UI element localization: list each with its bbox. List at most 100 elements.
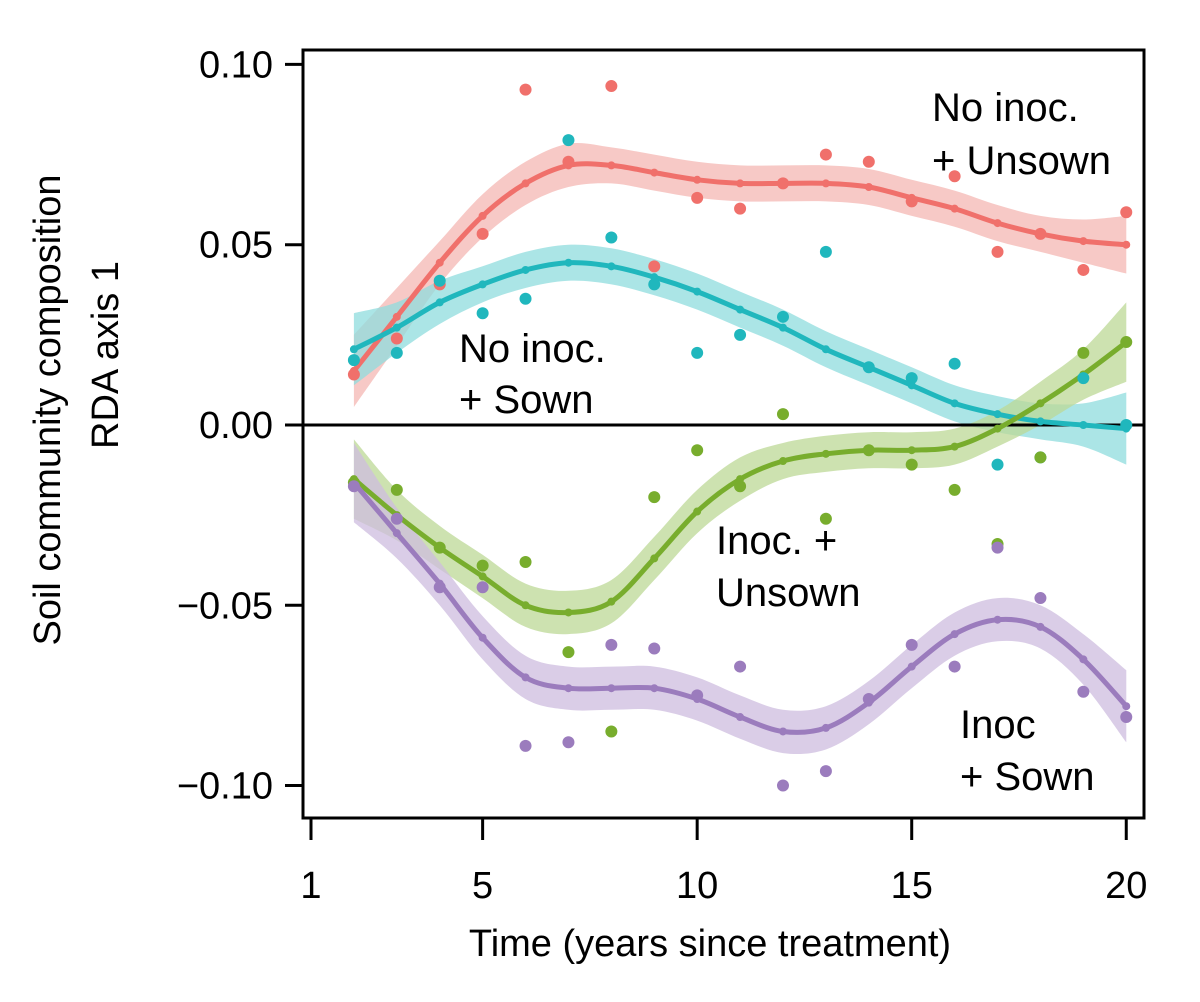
- fit-point-inoc-sown-13: [821, 723, 830, 732]
- fit-point-inoc-unsown-5: [478, 572, 487, 581]
- fit-point-inoc-sown-3: [392, 529, 401, 538]
- data-point-inoc-unsown-8: [605, 725, 618, 738]
- y-axis-title-line1: Soil community composition: [27, 175, 69, 646]
- y-tick-label: 0.05: [199, 225, 273, 267]
- fit-point-no-inoc-unsown-17: [993, 219, 1002, 228]
- fit-point-inoc-sown-9: [650, 684, 659, 693]
- label-no-inoc-sown-line1: No inoc.: [459, 327, 606, 371]
- fit-point-no-inoc-unsown-19: [1079, 237, 1088, 246]
- fit-point-no-inoc-sown-8: [607, 262, 616, 271]
- fit-point-no-inoc-sown-11: [736, 305, 745, 314]
- data-point-inoc-sown-18: [1034, 592, 1047, 605]
- fit-point-no-inoc-sown-18: [1036, 417, 1045, 426]
- y-axis-ticks: −0.10 −0.05 0.00 0.05 0.10: [177, 44, 303, 808]
- data-point-inoc-sown-8: [605, 638, 618, 651]
- data-point-no-inoc-sown-16: [948, 357, 961, 370]
- label-inoc-sown-line2: + Sown: [960, 755, 1095, 799]
- fit-point-no-inoc-unsown-9: [650, 168, 659, 177]
- data-point-inoc-sown-12: [776, 779, 789, 792]
- data-point-no-inoc-unsown-19: [1077, 263, 1090, 276]
- data-point-inoc-sown-4: [433, 581, 446, 594]
- data-point-inoc-unsown-3: [390, 483, 403, 496]
- data-point-inoc-sown-19: [1077, 685, 1090, 698]
- data-point-no-inoc-sown-15: [905, 372, 918, 385]
- fit-point-no-inoc-sown-19: [1079, 420, 1088, 429]
- fit-point-no-inoc-sown-3: [392, 323, 401, 332]
- data-point-no-inoc-unsown-8: [605, 80, 618, 93]
- fit-point-inoc-sown-6: [521, 673, 530, 682]
- data-point-inoc-sown-10: [691, 689, 704, 702]
- fit-point-no-inoc-unsown-5: [478, 211, 487, 220]
- data-point-inoc-sown-7: [562, 736, 575, 749]
- data-point-inoc-unsown-6: [519, 556, 532, 568]
- x-tick-label: 20: [1105, 865, 1147, 907]
- data-point-no-inoc-sown-6: [519, 292, 532, 305]
- data-point-inoc-sown-9: [648, 642, 661, 655]
- data-point-no-inoc-sown-17: [991, 458, 1004, 471]
- data-point-no-inoc-unsown-9: [648, 260, 661, 273]
- fit-point-no-inoc-unsown-14: [864, 183, 873, 192]
- data-point-inoc-sown-5: [476, 581, 489, 594]
- fit-point-inoc-sown-5: [478, 633, 487, 642]
- y-tick-label: −0.05: [177, 585, 273, 627]
- fit-point-no-inoc-sown-4: [435, 298, 444, 307]
- data-point-no-inoc-sown-20: [1120, 418, 1133, 431]
- data-point-inoc-sown-2: [347, 480, 360, 493]
- data-point-inoc-sown-16: [948, 660, 961, 673]
- data-point-no-inoc-sown-19: [1077, 372, 1090, 385]
- data-point-inoc-sown-20: [1120, 711, 1133, 724]
- data-point-no-inoc-unsown-17: [991, 245, 1004, 258]
- band-no-inoc-unsown: [353, 142, 1127, 407]
- x-tick-label: 5: [472, 865, 493, 907]
- y-axis-title-line2: RDA axis 1: [85, 261, 127, 449]
- fit-point-no-inoc-unsown-16: [950, 204, 959, 213]
- fit-point-inoc-sown-8: [607, 684, 616, 693]
- fit-point-no-inoc-sown-13: [821, 345, 830, 354]
- data-point-no-inoc-sown-8: [605, 231, 618, 244]
- x-axis-ticks: 1 5 10 15 20: [300, 816, 1147, 907]
- data-point-no-inoc-unsown-15: [905, 195, 918, 208]
- data-point-no-inoc-unsown-16: [948, 170, 961, 183]
- data-point-inoc-sown-6: [519, 739, 532, 752]
- data-point-no-inoc-sown-2: [347, 354, 360, 367]
- data-point-no-inoc-unsown-6: [519, 83, 532, 96]
- fit-point-inoc-unsown-18: [1036, 399, 1045, 408]
- fit-point-inoc-unsown-10: [693, 507, 702, 516]
- fit-point-inoc-unsown-15: [907, 446, 916, 455]
- fit-point-inoc-unsown-7: [564, 608, 573, 617]
- x-tick-label: 10: [676, 865, 718, 907]
- data-point-no-inoc-unsown-10: [691, 191, 704, 204]
- data-point-no-inoc-unsown-18: [1034, 227, 1047, 240]
- fit-point-no-inoc-unsown-4: [435, 258, 444, 267]
- fit-point-inoc-unsown-9: [650, 554, 659, 563]
- data-point-no-inoc-unsown-2: [347, 368, 360, 381]
- data-point-no-inoc-sown-3: [390, 346, 403, 359]
- data-point-inoc-unsown-12: [776, 408, 789, 421]
- data-point-no-inoc-unsown-14: [862, 155, 875, 168]
- fit-point-no-inoc-sown-16: [950, 399, 959, 408]
- fit-point-inoc-sown-20: [1122, 702, 1131, 711]
- fit-point-inoc-sown-19: [1079, 655, 1088, 664]
- data-point-inoc-unsown-13: [819, 512, 832, 525]
- data-point-no-inoc-sown-5: [476, 307, 489, 320]
- fit-point-no-inoc-unsown-11: [736, 179, 745, 188]
- data-point-no-inoc-unsown-13: [819, 148, 832, 161]
- fit-point-no-inoc-sown-6: [521, 265, 530, 274]
- fit-point-inoc-sown-11: [736, 713, 745, 722]
- label-inoc-unsown-line1: Inoc. +: [716, 519, 837, 563]
- data-point-no-inoc-sown-7: [562, 134, 575, 147]
- fit-point-inoc-sown-15: [907, 662, 916, 671]
- data-point-no-inoc-unsown-7: [562, 155, 575, 168]
- data-point-inoc-unsown-14: [862, 444, 875, 457]
- label-inoc-sown-line1: Inoc: [960, 703, 1036, 747]
- data-point-inoc-sown-3: [390, 512, 403, 525]
- band-inoc-unsown: [353, 302, 1127, 635]
- data-point-inoc-unsown-20: [1120, 336, 1133, 349]
- data-point-inoc-unsown-10: [691, 444, 704, 457]
- confidence-bands: [353, 142, 1127, 755]
- series-labels: No inoc. + Unsown No inoc. + Sown Inoc. …: [459, 86, 1111, 799]
- fit-point-no-inoc-unsown-20: [1122, 240, 1131, 249]
- data-point-inoc-sown-14: [862, 693, 875, 706]
- data-point-inoc-sown-17: [991, 541, 1004, 554]
- label-inoc-unsown-line2: Unsown: [716, 571, 861, 615]
